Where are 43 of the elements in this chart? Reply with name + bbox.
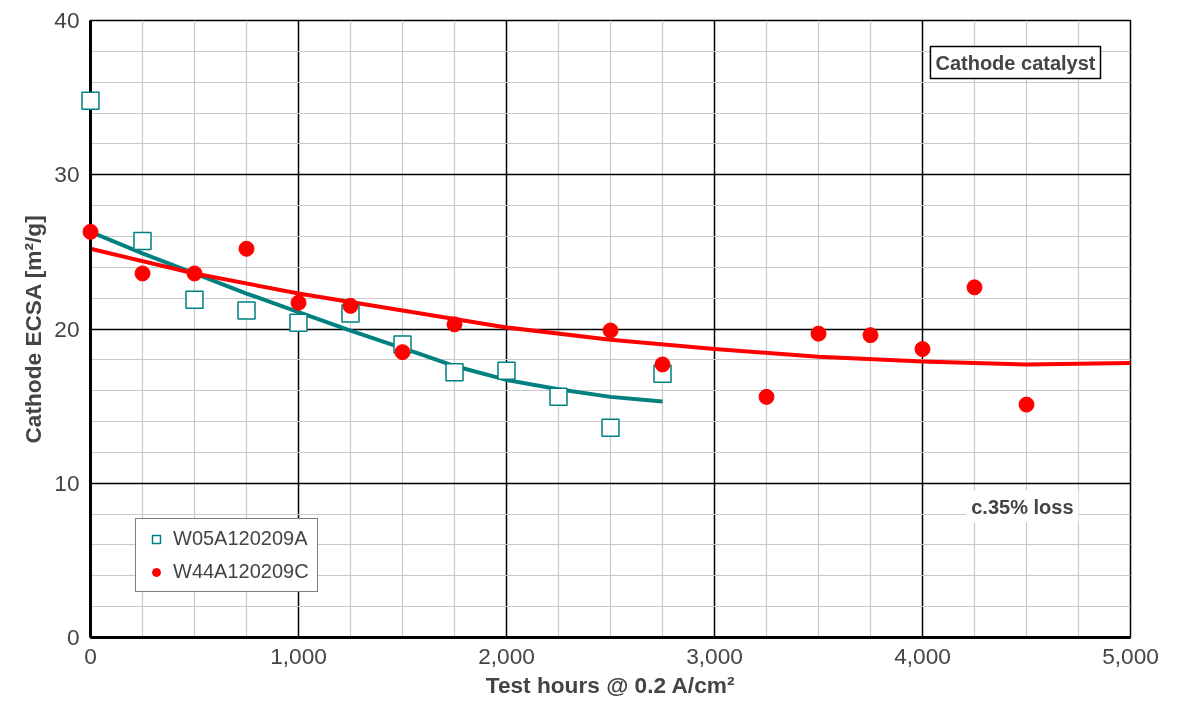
x-tick-label: 2,000 bbox=[478, 642, 535, 669]
point bbox=[238, 240, 255, 257]
point bbox=[186, 265, 203, 282]
y-axis-title: Cathode ECSA [m²/g] bbox=[20, 215, 47, 444]
y-tick-label: 30 bbox=[54, 161, 80, 188]
point bbox=[862, 327, 879, 344]
point bbox=[394, 344, 411, 361]
point bbox=[445, 362, 464, 382]
legend-label: W44A120209C bbox=[173, 560, 309, 583]
point bbox=[82, 223, 99, 240]
point bbox=[134, 265, 151, 282]
annotation: c.35% loss bbox=[971, 495, 1074, 518]
point bbox=[1018, 396, 1035, 413]
legend-label: W05A120209A bbox=[173, 527, 308, 550]
point bbox=[914, 341, 931, 358]
point bbox=[290, 294, 307, 311]
point bbox=[289, 313, 308, 333]
x-tick-label: 0 bbox=[84, 642, 97, 669]
point bbox=[654, 356, 671, 373]
point bbox=[549, 387, 568, 407]
y-tick-label: 10 bbox=[54, 469, 80, 496]
y-tick-label: 0 bbox=[66, 624, 80, 650]
x-tick-label: 1,000 bbox=[270, 642, 327, 669]
point bbox=[601, 418, 620, 437]
point bbox=[133, 231, 152, 251]
point bbox=[497, 361, 516, 380]
point bbox=[602, 322, 619, 339]
x-axis-title: Test hours @ 0.2 A/cm² bbox=[485, 671, 735, 698]
point bbox=[446, 316, 463, 333]
x-tick-label: 4,000 bbox=[894, 642, 951, 669]
point bbox=[185, 290, 204, 309]
point bbox=[810, 325, 827, 342]
y-tick-label: 20 bbox=[54, 315, 80, 342]
point bbox=[758, 388, 775, 405]
point bbox=[81, 91, 100, 110]
line-series bbox=[90, 246, 1131, 367]
point bbox=[342, 297, 359, 314]
y-tick-label: 40 bbox=[54, 7, 80, 33]
point bbox=[237, 301, 256, 320]
x-tick-label: 5,000 bbox=[1102, 642, 1159, 669]
point bbox=[966, 279, 983, 296]
x-tick-label: 3,000 bbox=[686, 642, 743, 669]
annotation: Cathode catalyst bbox=[935, 51, 1096, 74]
